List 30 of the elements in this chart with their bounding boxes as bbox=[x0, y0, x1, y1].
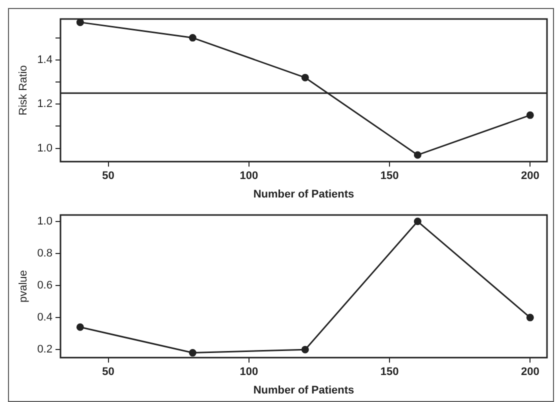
x-tick-label: 150 bbox=[380, 366, 399, 378]
y-tick-label: 1.0 bbox=[37, 215, 52, 228]
y-tick-label: 0.8 bbox=[37, 247, 52, 260]
y-tick-label: 1.2 bbox=[37, 98, 52, 110]
y-tick-label: 0.2 bbox=[37, 344, 52, 356]
x-tick-label: 200 bbox=[520, 366, 540, 378]
point bbox=[526, 111, 534, 119]
y-tick-label: 0.6 bbox=[37, 280, 52, 292]
x-axis-title: Number of Patients bbox=[253, 188, 354, 200]
point bbox=[301, 74, 309, 82]
point bbox=[414, 218, 422, 226]
y-tick-label: 1.4 bbox=[37, 54, 52, 66]
x-tick-label: 100 bbox=[240, 170, 258, 182]
point bbox=[76, 323, 84, 331]
point bbox=[414, 151, 422, 159]
point bbox=[526, 314, 534, 322]
point bbox=[76, 19, 84, 26]
y-axis-title: pvalue bbox=[18, 270, 30, 303]
y-tick-label: 1.0 bbox=[37, 142, 52, 154]
x-tick-label: 50 bbox=[102, 366, 114, 378]
y-axis-title: Risk Ratio bbox=[18, 65, 30, 116]
point bbox=[188, 34, 196, 42]
point bbox=[301, 346, 309, 354]
x-tick-label: 50 bbox=[102, 170, 114, 182]
x-tick-label: 200 bbox=[520, 170, 540, 182]
point bbox=[188, 349, 196, 357]
x-axis-title: Number of Patients bbox=[253, 384, 354, 396]
x-tick-label: 150 bbox=[380, 170, 399, 182]
y-tick-label: 0.4 bbox=[37, 312, 52, 324]
x-tick-label: 100 bbox=[240, 366, 258, 378]
